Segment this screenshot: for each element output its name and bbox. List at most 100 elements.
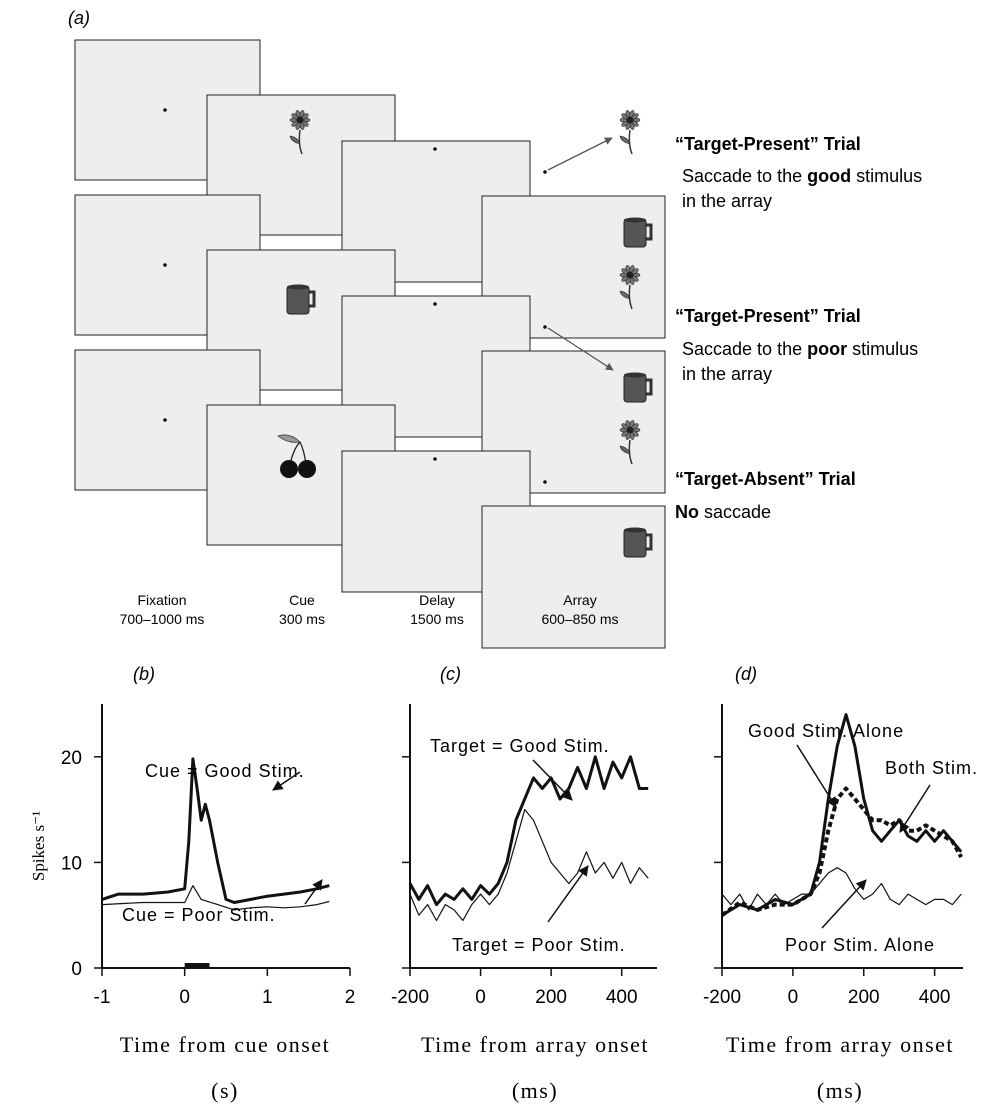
description-part: stimulus <box>851 166 922 186</box>
cherry <box>280 460 298 478</box>
y-tick-label: 10 <box>61 853 82 874</box>
stage-duration: 300 ms <box>279 611 325 627</box>
flower-icon <box>619 265 641 310</box>
x-axis-label: (ms) <box>512 1078 558 1103</box>
series-label: Both Stim. <box>885 758 978 778</box>
series-label: Target = Poor Stim. <box>452 935 626 955</box>
x-tick-label: 1 <box>262 987 273 1008</box>
fixation-dot <box>163 108 167 112</box>
flower-center <box>296 116 304 124</box>
flower-center <box>626 426 634 434</box>
mug-handle <box>645 533 653 551</box>
stage-name: Fixation <box>137 592 186 608</box>
series-label: Target = Good Stim. <box>430 736 610 756</box>
fixation-dot <box>543 170 547 174</box>
description-part: in the array <box>682 364 772 384</box>
stage-name: Delay <box>419 592 455 608</box>
trial-title: “Target-Absent” Trial <box>675 469 856 489</box>
fixation-dot <box>433 147 437 151</box>
mug-handle <box>308 290 316 308</box>
saccade-arrow <box>547 137 613 171</box>
description-part: saccade <box>699 502 771 522</box>
mug-handle <box>645 378 653 396</box>
series-line <box>408 755 649 907</box>
x-tick-label: 400 <box>919 987 951 1008</box>
description-part: No <box>675 502 699 522</box>
stage-duration: 600–850 ms <box>541 611 618 627</box>
description-part: stimulus <box>847 339 918 359</box>
fixation-dot <box>163 418 167 422</box>
mug-body <box>623 528 647 558</box>
description-part: in the array <box>682 191 772 211</box>
trial-description: in the array <box>682 364 772 384</box>
flower-icon <box>619 420 641 465</box>
mug-icon <box>286 284 316 315</box>
series-line <box>721 713 963 917</box>
stage-duration: 1500 ms <box>410 611 464 627</box>
x-tick-label: 2 <box>345 987 356 1008</box>
x-tick-label: -1 <box>94 987 111 1008</box>
label-arrow <box>899 784 931 833</box>
cherry <box>298 460 316 478</box>
leaf <box>289 135 301 145</box>
description-part: Saccade to the <box>682 166 807 186</box>
cherry-leaf <box>277 434 301 443</box>
trial-title: “Target-Present” Trial <box>675 306 861 326</box>
fixation-dot <box>543 480 547 484</box>
fixation-dot <box>163 263 167 267</box>
x-axis-label: (s) <box>211 1078 239 1103</box>
x-tick-label: 400 <box>606 987 638 1008</box>
mug-rim <box>624 217 646 223</box>
cue-period-bar <box>184 963 210 969</box>
fixation-dot <box>433 302 437 306</box>
mug-icon <box>623 372 653 403</box>
label-arrow <box>796 744 837 808</box>
x-tick-label: 0 <box>179 987 190 1008</box>
panel-label: (a) <box>68 8 90 28</box>
series-line <box>101 885 330 911</box>
x-axis-label: Time from array onset <box>421 1032 649 1057</box>
x-tick-label: -200 <box>391 987 429 1008</box>
series-line <box>721 867 962 911</box>
series-label: Poor Stim. Alone <box>785 935 935 955</box>
trial-title: “Target-Present” Trial <box>675 134 861 154</box>
stage-name: Array <box>563 592 596 608</box>
stage-name: Cue <box>289 592 315 608</box>
chart-title: (b) <box>133 664 155 684</box>
mug-body <box>623 373 647 403</box>
mug-rim <box>624 527 646 533</box>
stage-duration: 700–1000 ms <box>120 611 205 627</box>
chart-title: (c) <box>440 664 461 684</box>
series-line <box>720 786 963 917</box>
flower-icon <box>289 110 311 155</box>
label-arrow <box>532 759 573 801</box>
series-label: Cue = Good Stim. <box>145 761 305 781</box>
saccade-arrow <box>547 327 614 371</box>
x-tick-label: 0 <box>788 987 799 1008</box>
trial-description: Saccade to the poor stimulus <box>682 339 918 359</box>
label-arrow <box>547 865 589 923</box>
y-tick-label: 0 <box>71 959 82 980</box>
y-tick-label: 20 <box>61 748 82 769</box>
flower-center <box>626 116 634 124</box>
label-arrow <box>821 879 867 929</box>
flower-icon <box>619 110 641 155</box>
description-part: poor <box>807 339 847 359</box>
leaf <box>619 135 631 145</box>
trial-description: No saccade <box>675 502 771 522</box>
x-tick-label: 0 <box>475 987 486 1008</box>
mug-icon <box>623 217 653 248</box>
label-arrow <box>272 771 301 791</box>
description-part: Saccade to the <box>682 339 807 359</box>
trial-description: in the array <box>682 191 772 211</box>
mug-handle <box>645 223 653 241</box>
description-part: good <box>807 166 851 186</box>
mug-rim <box>624 372 646 378</box>
y-axis-label: Spikes s⁻¹ <box>29 811 48 881</box>
leaf <box>619 445 631 455</box>
mug-body <box>623 218 647 248</box>
series-line <box>409 809 649 922</box>
x-tick-label: 200 <box>535 987 567 1008</box>
series-label: Cue = Poor Stim. <box>122 905 276 925</box>
mug-icon <box>623 527 653 558</box>
